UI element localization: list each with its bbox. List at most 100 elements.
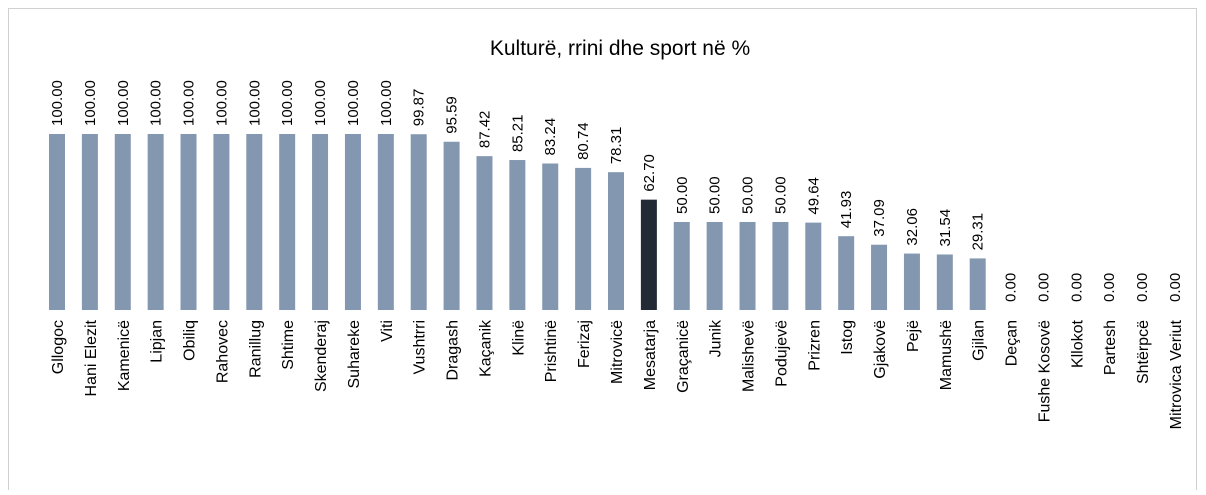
value-label: 49.64 — [805, 177, 822, 215]
value-label: 29.31 — [970, 213, 987, 251]
x-tick-label: Malishevë — [741, 320, 758, 392]
bar — [542, 163, 559, 310]
bar — [180, 134, 197, 310]
x-tick-label: Mitrovica Veriut — [1168, 319, 1185, 429]
value-label: 41.93 — [838, 191, 855, 229]
value-label: 50.00 — [772, 176, 789, 214]
value-label: 0.00 — [1101, 273, 1118, 302]
x-tick-label: Kaçanik — [477, 319, 494, 377]
value-label: 31.54 — [937, 209, 954, 247]
bar — [312, 134, 329, 310]
bar — [673, 222, 690, 310]
bar — [410, 134, 427, 310]
x-tick-label: Klinë — [510, 320, 527, 356]
value-label: 0.00 — [1134, 273, 1151, 302]
bar — [608, 172, 624, 310]
value-label: 100.00 — [82, 80, 99, 126]
bar — [213, 134, 230, 310]
bar — [936, 254, 953, 310]
value-label: 87.42 — [476, 111, 493, 149]
value-label: 95.59 — [444, 96, 461, 134]
bar — [114, 134, 131, 310]
x-tick-label: Pejë — [905, 320, 922, 352]
x-tick-label: Lipjan — [149, 320, 166, 363]
bar — [871, 244, 888, 310]
x-tick-label: Gjakovë — [872, 320, 889, 379]
bar — [344, 134, 361, 310]
value-label: 100.00 — [312, 80, 329, 126]
bar — [805, 222, 822, 310]
bar — [575, 167, 592, 310]
value-label: 80.74 — [575, 122, 592, 160]
x-tick-label: Kamenicë — [116, 320, 133, 391]
value-label: 100.00 — [246, 80, 263, 126]
x-tick-label: Ferizaj — [576, 320, 593, 368]
x-tick-label: Vushtrri — [412, 320, 429, 375]
bar — [838, 236, 855, 310]
value-label: 100.00 — [181, 80, 198, 126]
bar — [147, 134, 164, 310]
x-tick-label: Rahovec — [214, 320, 231, 383]
value-label: 0.00 — [1035, 273, 1052, 302]
bar — [476, 156, 493, 310]
bar — [443, 141, 460, 310]
value-label: 100.00 — [279, 80, 296, 126]
x-tick-label: Prizren — [806, 320, 823, 371]
x-tick-label: Podujevë — [773, 320, 790, 387]
x-tick-label: Suhareke — [346, 320, 363, 389]
value-label: 100.00 — [213, 80, 230, 126]
chart-frame — [8, 8, 1197, 495]
x-tick-label: Junik — [708, 319, 725, 357]
x-tick-label: Deçan — [1004, 320, 1021, 366]
bar — [81, 134, 98, 310]
x-tick-label: Viti — [379, 320, 396, 342]
x-tick-label: Dragash — [445, 320, 462, 380]
x-tick-label: Skenderaj — [313, 320, 330, 392]
x-tick-label: Graçanicë — [675, 320, 692, 393]
x-tick-label: Hani Elezit — [83, 319, 100, 396]
value-label: 0.00 — [1003, 273, 1020, 302]
bar — [969, 258, 986, 310]
value-label: 78.31 — [608, 127, 625, 165]
x-tick-label: Partesh — [1102, 320, 1119, 375]
value-label: 0.00 — [1167, 273, 1184, 302]
bar — [279, 134, 296, 310]
x-tick-label: Shtime — [280, 320, 297, 370]
value-label: 0.00 — [1068, 273, 1085, 302]
value-label: 32.06 — [904, 208, 921, 246]
x-tick-label: Shtërpcë — [1135, 320, 1152, 384]
bar — [377, 134, 394, 310]
x-tick-label: Kllokot — [1069, 319, 1086, 368]
x-tick-label: Istog — [839, 320, 856, 355]
x-tick-label: Mitrovicë — [609, 320, 626, 384]
chart-title: Kulturë, rrini dhe sport në % — [490, 37, 750, 60]
x-tick-label: Obiliq — [182, 320, 199, 361]
value-label: 50.00 — [707, 176, 724, 214]
bar — [739, 222, 756, 310]
value-label: 50.00 — [740, 176, 757, 214]
x-tick-label: Prishtinë — [543, 320, 560, 382]
x-tick-label: Gllogoc — [50, 320, 67, 374]
bar — [903, 253, 920, 310]
x-tick-label: Fushe Kosovë — [1036, 320, 1053, 422]
bar — [706, 222, 723, 310]
bar — [772, 222, 789, 310]
bar — [640, 199, 657, 310]
value-label: 50.00 — [674, 176, 691, 214]
x-tick-label: Gjilan — [971, 320, 988, 361]
x-tick-label: Mamushë — [938, 320, 955, 390]
value-label: 100.00 — [148, 80, 165, 126]
value-label: 85.21 — [509, 114, 526, 152]
value-label: 100.00 — [345, 80, 362, 126]
x-tick-label: Mesatarja — [642, 320, 659, 390]
bar — [49, 134, 65, 310]
bar — [509, 160, 526, 310]
value-label: 100.00 — [49, 80, 66, 126]
x-tick-label: Ranillug — [247, 320, 264, 378]
value-label: 99.87 — [411, 89, 428, 127]
value-label: 62.70 — [641, 154, 658, 192]
value-label: 83.24 — [542, 118, 559, 156]
value-label: 37.09 — [871, 199, 888, 237]
bar — [246, 134, 263, 310]
